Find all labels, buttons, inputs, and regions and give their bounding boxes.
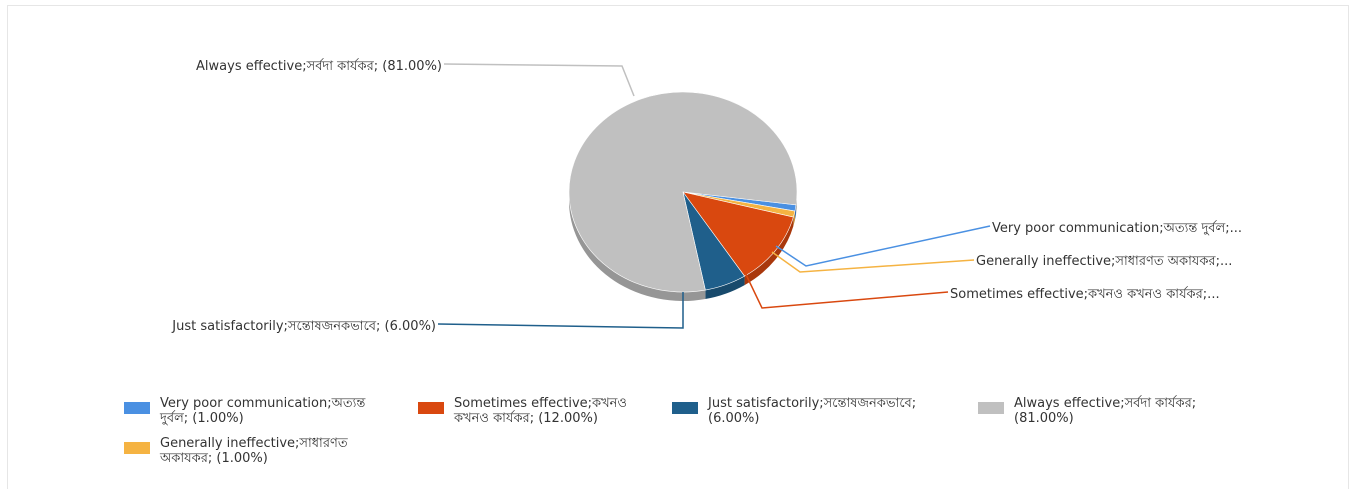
- callout-leader-3: [437, 292, 684, 329]
- pie-depth-1: [793, 211, 795, 227]
- pie-slice-4[interactable]: [568, 91, 798, 293]
- callout-label-3: Just satisfactorily;সন্তোষজনকভাবে; (6.00…: [171, 319, 436, 334]
- callout-label-2: Sometimes effective;কখনও কখনও কার্যকর;..…: [950, 286, 1220, 302]
- callout-label-4: Always effective;সর্বদা কার্যকর; (81.00%…: [196, 58, 442, 74]
- callout-leader-4: [443, 63, 635, 97]
- callout-labels: Very poor communication;অত্যন্ত দুর্বল;.…: [171, 58, 1242, 334]
- pie-depth-2: [744, 217, 794, 286]
- callout-leader-2: [739, 261, 949, 309]
- pie-slice-2[interactable]: [682, 191, 794, 277]
- callout-leader-1: [771, 251, 975, 273]
- pie-depth-0: [794, 204, 797, 221]
- callout-leader-0: [775, 225, 991, 267]
- callout-label-1: Generally ineffective;সাধারণত অকাযকর;...: [976, 254, 1232, 269]
- pie-depth-3: [705, 276, 745, 300]
- chart-frame: [7, 5, 1349, 489]
- pie-slices: [568, 91, 798, 293]
- callout-label-0: Very poor communication;অত্যন্ত দুর্বল;.…: [992, 220, 1242, 236]
- callout-leaders: [437, 63, 991, 329]
- pie-depth: [569, 92, 798, 301]
